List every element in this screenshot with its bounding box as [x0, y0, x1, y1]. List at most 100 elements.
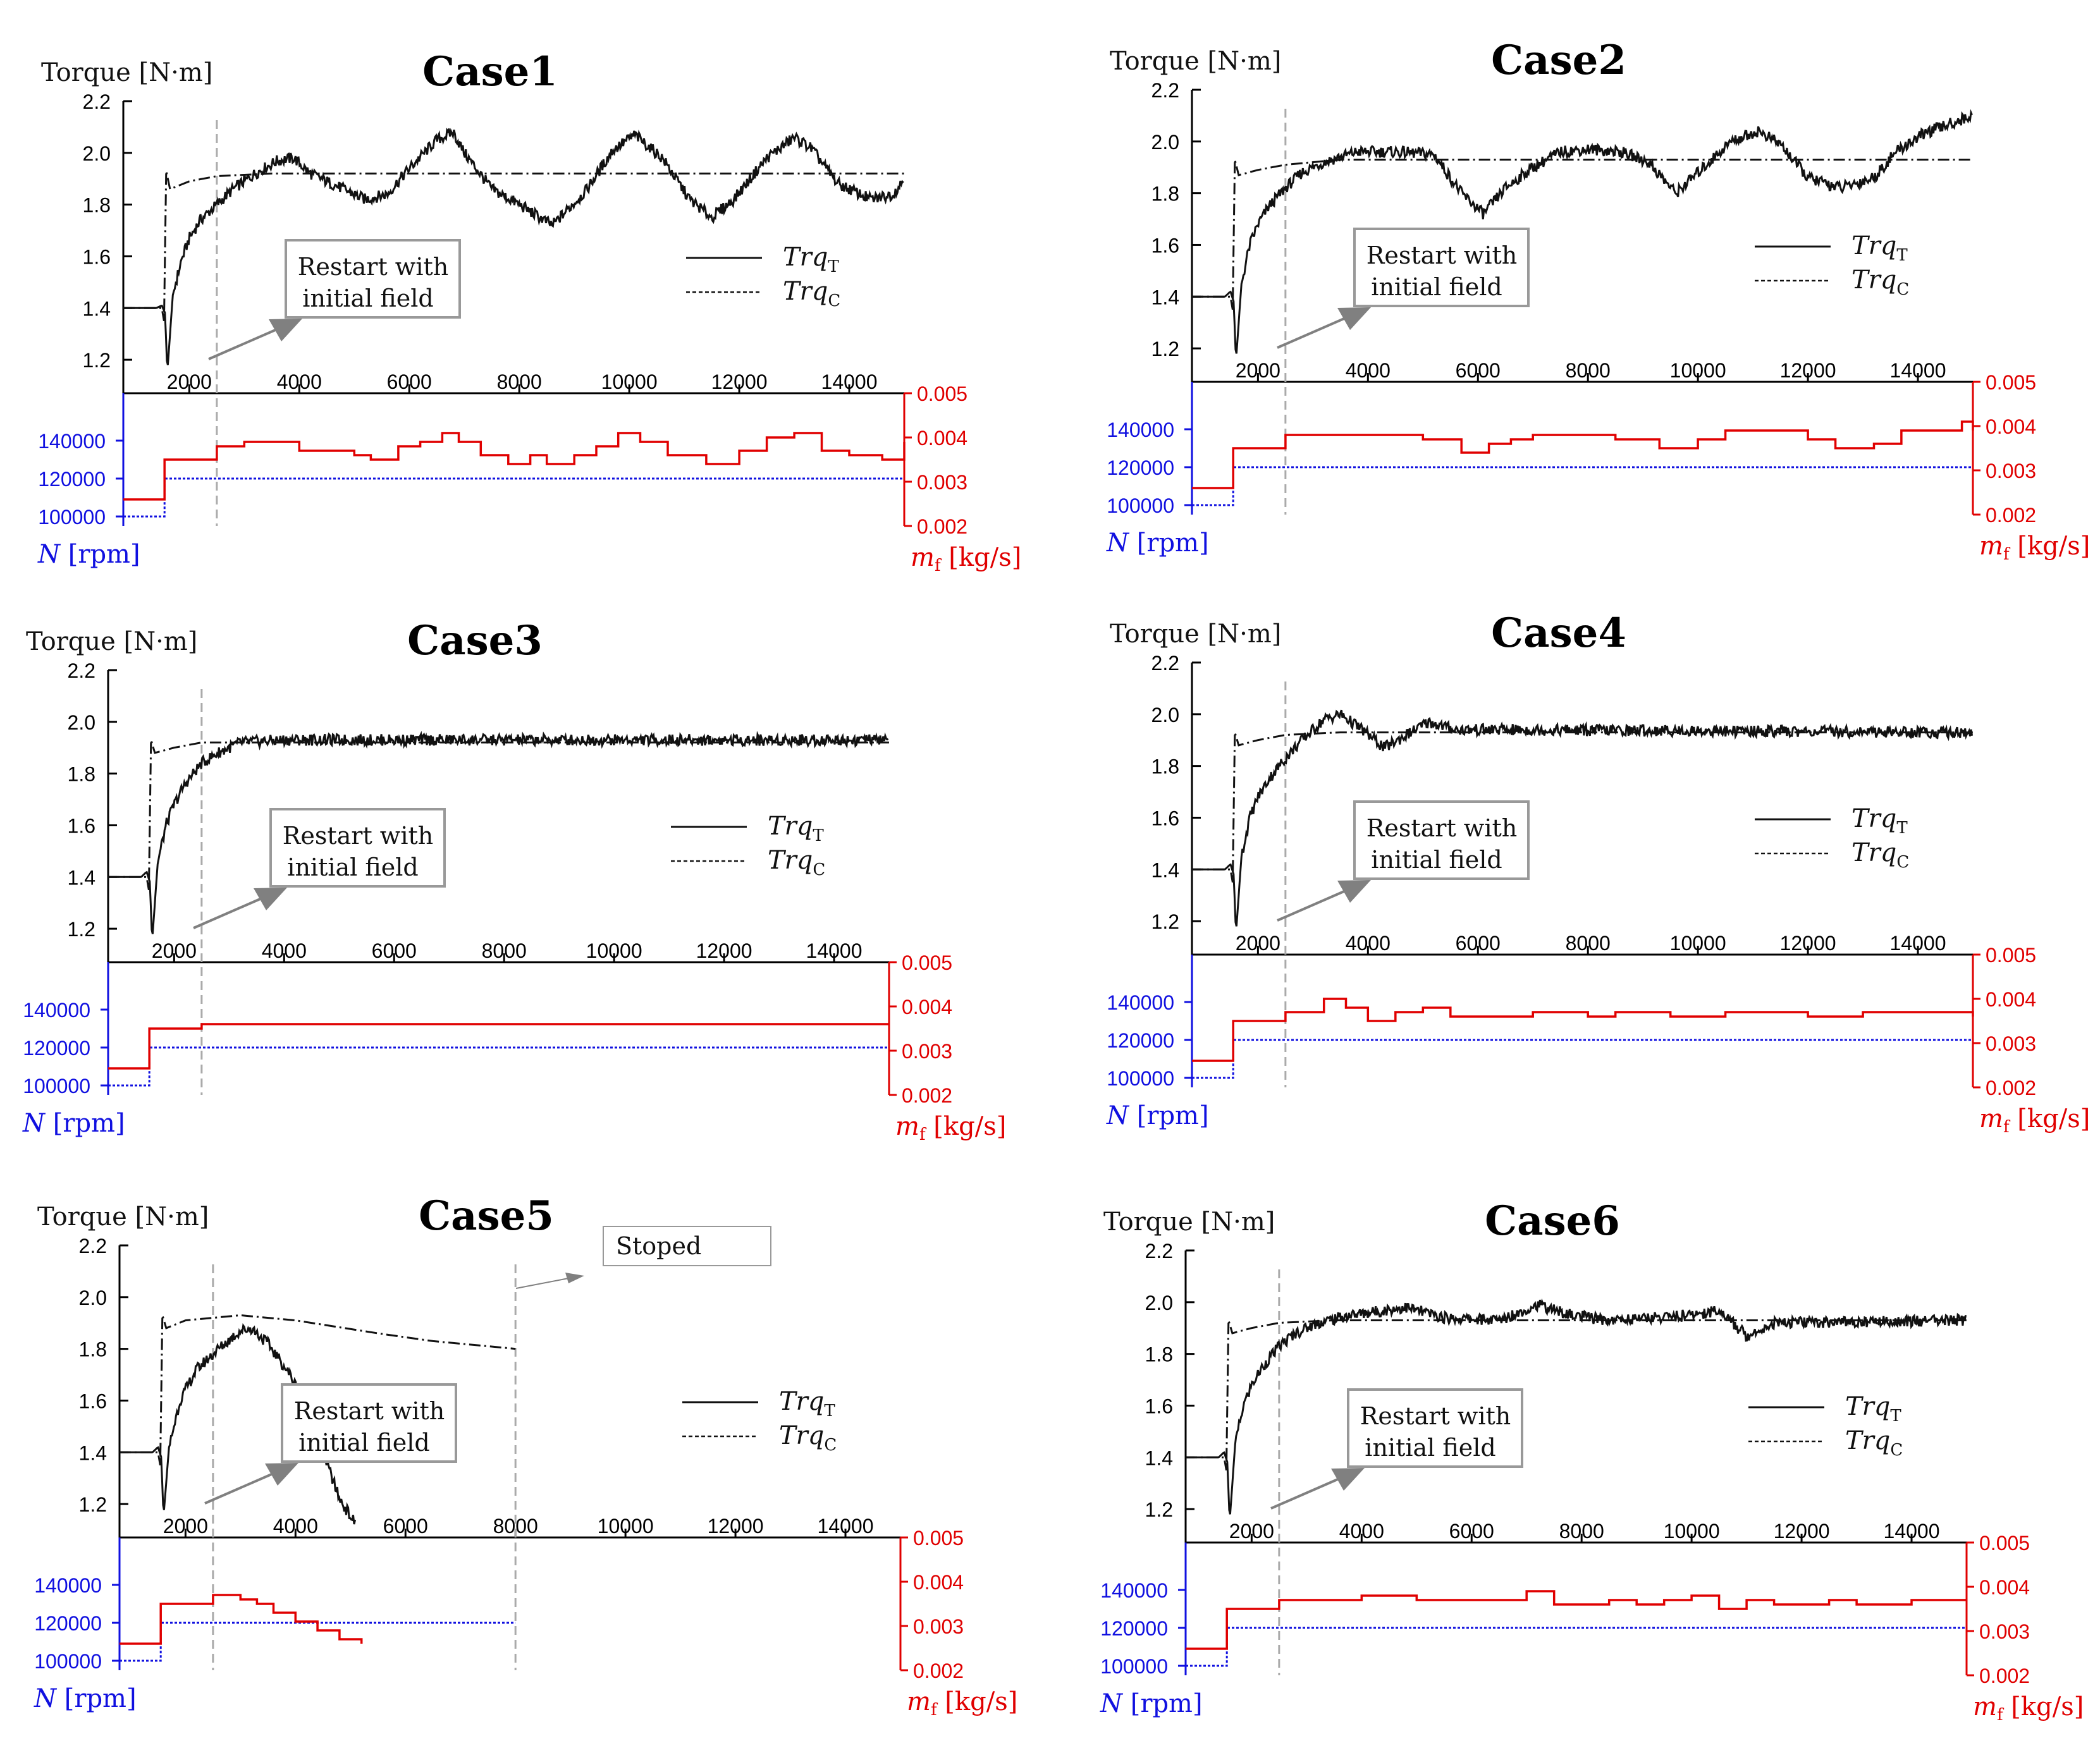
- x-tick-label: 2000: [1236, 932, 1280, 955]
- mf-y-tick-label: 0.002: [917, 515, 967, 538]
- annotation-box: [1353, 800, 1530, 880]
- speed-y-tick-label: 120000: [1107, 1029, 1174, 1052]
- legend-trq-t-sub: T: [813, 826, 824, 845]
- torque-axis-label: Torque [N·m]: [26, 627, 197, 656]
- mf-axis-label-sub: f: [2003, 1118, 2011, 1137]
- x-tick-label: 4000: [262, 939, 307, 962]
- torque-y-tick-label: 1.2: [1151, 910, 1179, 933]
- torque-axis-label: Torque [N·m]: [1103, 1207, 1275, 1237]
- mf-axis-label-symbol: m: [911, 543, 935, 572]
- torque-y-tick-label: 1.2: [1145, 1498, 1173, 1521]
- torque-y-tick-label: 2.0: [68, 711, 95, 734]
- legend-trq-c-label: TrqC: [1851, 838, 1909, 872]
- legend-trq-c-sub: C: [824, 1436, 837, 1455]
- x-tick-label: 2000: [1236, 359, 1280, 382]
- torque-y-tick-label: 1.6: [79, 1390, 107, 1412]
- torque-axis-label: Torque [N·m]: [1110, 620, 1281, 649]
- chart-title: Case4: [1491, 609, 1626, 657]
- torque-y-tick-label: 2.0: [79, 1286, 107, 1309]
- x-tick-label: 12000: [1780, 359, 1836, 382]
- legend-trq-c-main: Trq: [1845, 1426, 1890, 1455]
- stopped-label: Stoped: [616, 1232, 701, 1260]
- torque-y-tick-label: 1.8: [68, 763, 95, 786]
- speed-y-tick-label: 100000: [1107, 494, 1174, 517]
- mf-y-tick-label: 0.005: [913, 1527, 964, 1549]
- legend-trq-t-label: TrqT: [779, 1387, 835, 1421]
- speed-axis-label-symbol: N: [1106, 529, 1130, 558]
- annotation-line-2: initial field: [287, 853, 418, 881]
- x-tick-label: 8000: [1559, 1520, 1604, 1543]
- mf-axis-label-symbol: m: [1979, 532, 2003, 561]
- annotation-box: [1347, 1388, 1523, 1468]
- annotation-line-1: Restart with: [1360, 1402, 1511, 1430]
- mf-y-tick-label: 0.004: [913, 1571, 964, 1594]
- legend-trq-t-sub: T: [1896, 246, 1908, 265]
- x-tick-label: 8000: [497, 370, 542, 393]
- speed-y-tick-label: 120000: [34, 1612, 102, 1635]
- speed-y-tick-label: 140000: [23, 999, 90, 1022]
- mf-y-tick-label: 0.002: [1986, 1077, 2036, 1099]
- mf-y-tick-label: 0.005: [917, 382, 967, 405]
- x-tick-label: 10000: [598, 1515, 654, 1537]
- mf-axis-label-unit: [kg/s]: [2010, 1104, 2091, 1134]
- mf-axis-label: mf [kg/s]: [1979, 532, 2090, 564]
- annotation-box: [1353, 228, 1530, 307]
- series-trq-t-line: [1192, 109, 1973, 354]
- chart-panel-3: Case3 Torque [N·m] 1.2 1.4 1.6 1.8 2.0 2.2 2000 4…: [22, 617, 1006, 1144]
- annotation-line-2: initial field: [1371, 846, 1502, 874]
- annotation-line-1: Restart with: [298, 253, 448, 281]
- x-tick-label: 12000: [1774, 1520, 1830, 1543]
- legend-trq-t-label: TrqT: [768, 812, 824, 845]
- x-tick-label: 6000: [383, 1515, 428, 1537]
- chart-title: Case3: [407, 617, 543, 664]
- torque-axis-label: Torque [N·m]: [37, 1202, 209, 1231]
- mf-y-tick-label: 0.004: [1979, 1576, 2030, 1599]
- series-trq-c-line: [1192, 159, 1973, 310]
- x-tick-label: 8000: [482, 939, 527, 962]
- legend-trq-t-main: Trq: [1851, 804, 1896, 833]
- speed-axis-label-symbol: N: [1100, 1689, 1124, 1718]
- series-speed-line: [120, 1622, 516, 1662]
- annotation-box: [269, 808, 446, 888]
- mf-y-tick-label: 0.004: [917, 427, 967, 449]
- legend-trq-c-label: TrqC: [768, 846, 825, 879]
- mf-y-tick-label: 0.002: [1986, 504, 2036, 527]
- mf-y-tick-label: 0.003: [913, 1615, 964, 1638]
- mf-y-tick-label: 0.002: [913, 1659, 964, 1682]
- speed-axis-label: N [rpm]: [1106, 529, 1209, 558]
- speed-axis-label-unit: [rpm]: [45, 1109, 125, 1138]
- series-speed-line: [108, 1046, 889, 1087]
- legend-trq-c-main: Trq: [1851, 838, 1896, 867]
- torque-y-tick-label: 1.4: [83, 297, 111, 320]
- legend-trq-c-main: Trq: [768, 846, 813, 875]
- series-speed-line: [1192, 1039, 1973, 1079]
- restart-annotation: Restart with initial field: [208, 239, 461, 360]
- speed-y-tick-label: 120000: [23, 1037, 90, 1060]
- mf-axis-label-sub: f: [919, 1125, 927, 1144]
- annotation-arrow-head: [269, 319, 302, 341]
- series-mf-line: [123, 432, 906, 501]
- annotation-line-2: initial field: [1371, 273, 1502, 301]
- torque-axis-label: Torque [N·m]: [1110, 47, 1281, 76]
- series-mf-line: [120, 1594, 363, 1645]
- x-tick-label: 14000: [1884, 1520, 1940, 1543]
- chart-panel-4: Case4 Torque [N·m] 1.2 1.4 1.6 1.8 2.0 2.2 2000 4…: [1106, 609, 2090, 1137]
- speed-y-tick-label: 120000: [1107, 456, 1174, 479]
- legend-trq-t-sub: T: [828, 257, 839, 276]
- mf-axis-label-symbol: m: [1973, 1692, 1997, 1721]
- torque-y-tick-label: 2.2: [1145, 1240, 1173, 1262]
- chart-panel-1: Case1 Torque [N·m] 1.2 1.4 1.6 1.8 2.0 2.2 2000 4…: [37, 48, 1021, 575]
- mf-axis-label-unit: [kg/s]: [937, 1687, 1018, 1716]
- torque-y-tick-label: 1.8: [1151, 755, 1179, 778]
- torque-y-tick-label: 1.2: [68, 918, 95, 941]
- chart-title: Case6: [1485, 1197, 1620, 1245]
- x-tick-label: 14000: [1890, 359, 1946, 382]
- x-tick-label: 4000: [1346, 359, 1391, 382]
- restart-annotation: Restart with initial field: [1277, 800, 1530, 922]
- annotation-arrow-head: [265, 1463, 298, 1486]
- x-tick-label: 8000: [1566, 932, 1611, 955]
- torque-y-tick-label: 1.4: [79, 1441, 107, 1464]
- x-tick-label: 10000: [586, 939, 642, 962]
- torque-y-tick-label: 1.8: [1145, 1343, 1173, 1366]
